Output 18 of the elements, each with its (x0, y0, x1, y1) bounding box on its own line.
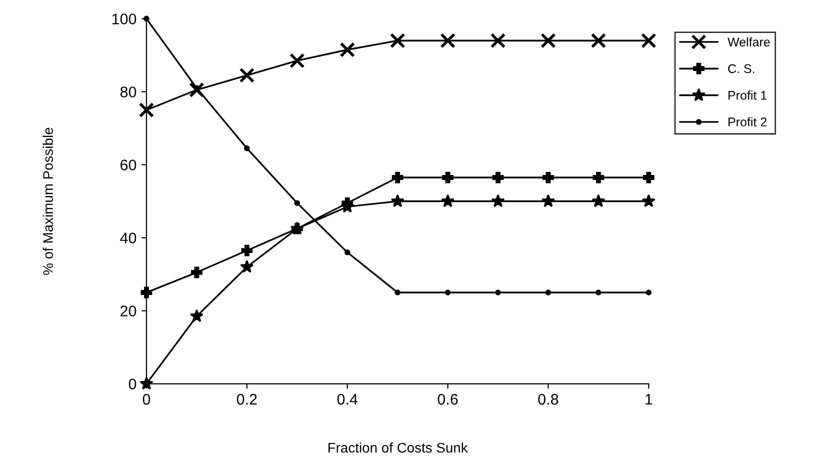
x-tick-label: 0.2 (236, 394, 257, 405)
y-tick-label: 0 (128, 378, 136, 390)
x-tick-label: 0.4 (337, 394, 358, 405)
legend-label: C. S. (728, 64, 754, 74)
x-tick-label: 0.6 (438, 394, 458, 405)
x-tick-label: 1 (646, 394, 652, 405)
legend-label: Welfare (728, 37, 770, 46)
y-tick-label: 40 (120, 232, 136, 244)
x-tick-label: 0 (142, 394, 150, 405)
legend-label: Profit 1 (728, 90, 767, 100)
y-tick-label: 100 (112, 14, 136, 24)
y-tick-label: 20 (120, 306, 136, 316)
y-axis-title: % of Maximum Possible (42, 128, 53, 275)
x-tick-label: 0.8 (538, 394, 558, 405)
y-tick-label: 60 (120, 160, 136, 170)
legend-label: Profit 2 (728, 117, 766, 126)
y-tick-label: 80 (120, 86, 136, 98)
x-axis-title: Fraction of Costs Sunk (328, 442, 468, 453)
